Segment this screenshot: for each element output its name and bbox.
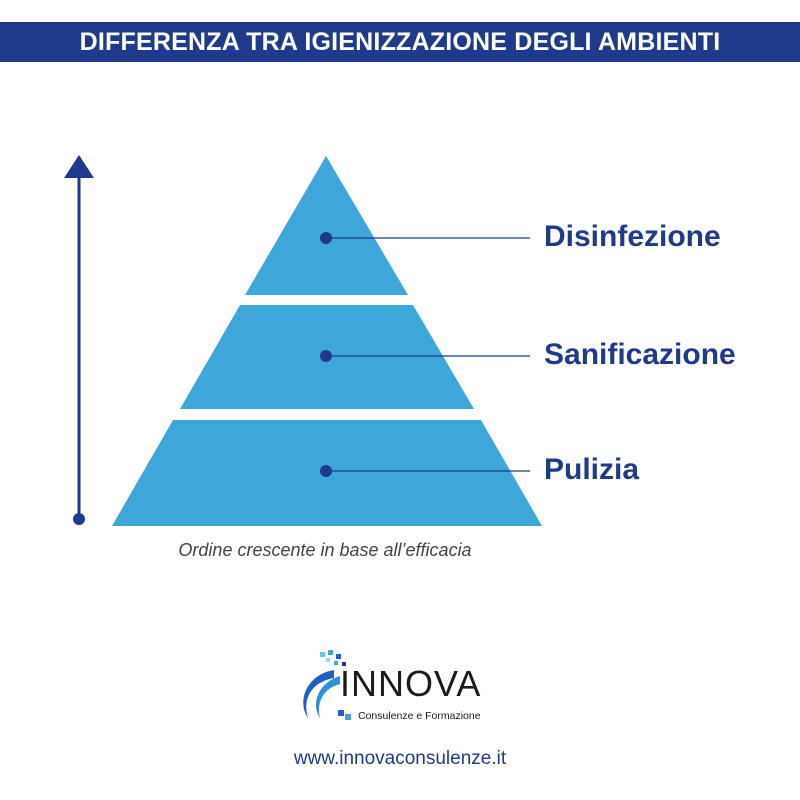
- website-link[interactable]: www.innovaconsulenze.it: [293, 748, 507, 769]
- innova-logo-mark-icon: [303, 650, 351, 720]
- logo-tagline: Consulenze e Formazione: [358, 710, 481, 722]
- efficacy-arrow-base-dot: [73, 513, 85, 525]
- efficacy-arrow-head: [64, 155, 94, 178]
- innova-logo: INNOVA Consulenze e Formazione: [290, 648, 510, 728]
- logo-name: INNOVA: [340, 663, 482, 704]
- pyramid-tier-top: [245, 156, 408, 295]
- leader-dot-pulizia: [320, 465, 332, 477]
- leader-dot-disinfezione: [320, 232, 332, 244]
- label-pulizia: Pulizia: [544, 453, 640, 486]
- pyramid-caption: Ordine crescente in base all’efficacia: [178, 540, 472, 560]
- label-disinfezione: Disinfezione: [544, 220, 721, 253]
- page-title: DIFFERENZA TRA IGIENIZZAZIONE DEGLI AMBI…: [79, 27, 721, 56]
- label-sanificazione: Sanificazione: [544, 338, 736, 371]
- header-bar: DIFFERENZA TRA IGIENIZZAZIONE DEGLI AMBI…: [0, 22, 800, 62]
- leader-dot-sanificazione: [320, 350, 332, 362]
